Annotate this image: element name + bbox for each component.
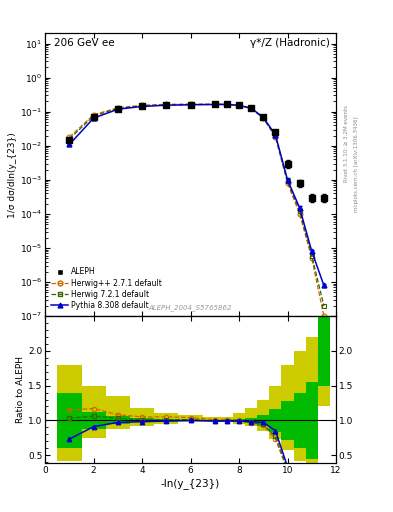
Text: γ*/Z (Hadronic): γ*/Z (Hadronic) xyxy=(250,37,330,48)
X-axis label: -ln(y_{23}): -ln(y_{23}) xyxy=(161,478,220,489)
Text: mcplots.cern.ch [arXiv:1306.3436]: mcplots.cern.ch [arXiv:1306.3436] xyxy=(354,116,359,211)
Y-axis label: 1/σ dσ/dln(y_{23}): 1/σ dσ/dln(y_{23}) xyxy=(8,132,17,218)
Text: Rivet 3.1.10; ≥ 3.2M events: Rivet 3.1.10; ≥ 3.2M events xyxy=(344,105,349,182)
Legend: ALEPH, Herwig++ 2.7.1 default, Herwig 7.2.1 default, Pythia 8.308 default: ALEPH, Herwig++ 2.7.1 default, Herwig 7.… xyxy=(48,264,165,313)
Text: 206 GeV ee: 206 GeV ee xyxy=(54,37,114,48)
Y-axis label: Ratio to ALEPH: Ratio to ALEPH xyxy=(16,356,25,423)
Text: ALEPH_2004_S5765862: ALEPH_2004_S5765862 xyxy=(149,304,232,311)
